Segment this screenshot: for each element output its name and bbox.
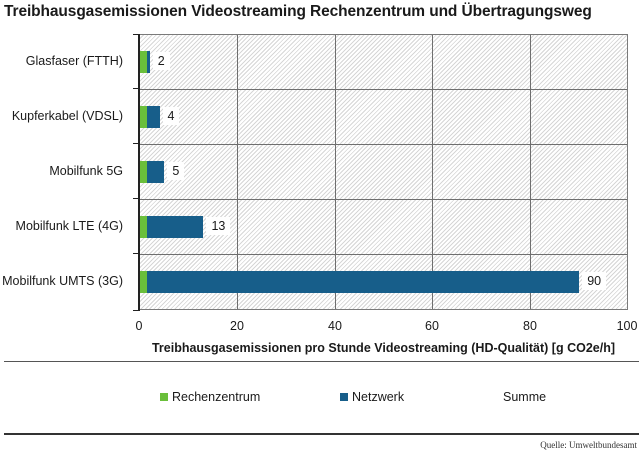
value-label: 90	[582, 271, 607, 290]
x-tick-label: 40	[328, 319, 342, 333]
divider	[4, 433, 639, 435]
category-label-kupferkabel: Kupferkabel (VDSL)	[11, 109, 123, 123]
legend-label: Netzwerk	[352, 390, 405, 404]
category-label-umts: Mobilfunk UMTS (3G)	[2, 274, 123, 288]
bar-segment-rechenzentrum	[140, 215, 148, 238]
bar-segment-rechenzentrum	[140, 50, 148, 73]
chart-title: Treibhausgasemissionen Videostreaming Re…	[4, 3, 592, 20]
legend-label: Rechenzentrum	[172, 390, 261, 404]
bar-segment-rechenzentrum	[140, 160, 148, 183]
bar-segment-netzwerk	[147, 105, 160, 128]
x-tick-label: 80	[523, 319, 537, 333]
row-separator	[140, 254, 627, 255]
value-label: 2	[152, 51, 170, 70]
divider	[4, 361, 639, 362]
y-tick	[133, 198, 139, 199]
category-label-lte: Mobilfunk LTE (4G)	[15, 219, 123, 233]
y-tick	[133, 34, 139, 35]
category-label-5g: Mobilfunk 5G	[49, 164, 123, 178]
gridline-60	[432, 35, 433, 309]
x-tick-label: 20	[230, 319, 244, 333]
category-label-glasfaser: Glasfaser (FTTH)	[25, 54, 123, 68]
bar-stack	[140, 160, 165, 183]
y-axis	[138, 34, 140, 311]
bar-segment-rechenzentrum	[140, 270, 148, 293]
row-separator	[140, 89, 627, 90]
y-tick	[133, 310, 139, 311]
bar-segment-netzwerk	[147, 215, 204, 238]
bar-segment-netzwerk	[147, 50, 150, 73]
legend-swatch-green-icon	[160, 393, 168, 401]
bar-stack	[140, 270, 580, 293]
x-tick-label: 60	[425, 319, 439, 333]
source-note: Quelle: Umweltbundesamt	[540, 440, 637, 450]
bar-segment-rechenzentrum	[140, 105, 148, 128]
y-tick	[133, 253, 139, 254]
legend-item-netzwerk: Netzwerk	[340, 390, 404, 404]
bar-stack	[140, 105, 160, 128]
gridline-20	[237, 35, 238, 309]
legend-swatch-blue-icon	[340, 393, 348, 401]
gridline-40	[335, 35, 336, 309]
legend-item-rechenzentrum: Rechenzentrum	[160, 390, 260, 404]
value-label: 5	[167, 161, 185, 180]
row-separator	[140, 144, 627, 145]
gridline-80	[530, 35, 531, 309]
legend-label: Summe	[503, 390, 547, 404]
x-tick-label: 100	[616, 319, 638, 333]
value-label: 13	[206, 216, 231, 235]
bar-segment-netzwerk	[147, 270, 580, 293]
bar-stack	[140, 50, 150, 73]
bar-stack	[140, 215, 204, 238]
y-tick	[133, 88, 139, 89]
value-label: 4	[162, 106, 180, 125]
plot-area	[139, 34, 628, 310]
bar-segment-netzwerk	[147, 160, 165, 183]
x-tick-label: 0	[135, 319, 143, 333]
row-separator	[140, 199, 627, 200]
y-tick	[133, 143, 139, 144]
x-axis-title: Treibhausgasemissionen pro Stunde Videos…	[151, 341, 616, 355]
legend-item-summe: Summe	[503, 390, 546, 404]
